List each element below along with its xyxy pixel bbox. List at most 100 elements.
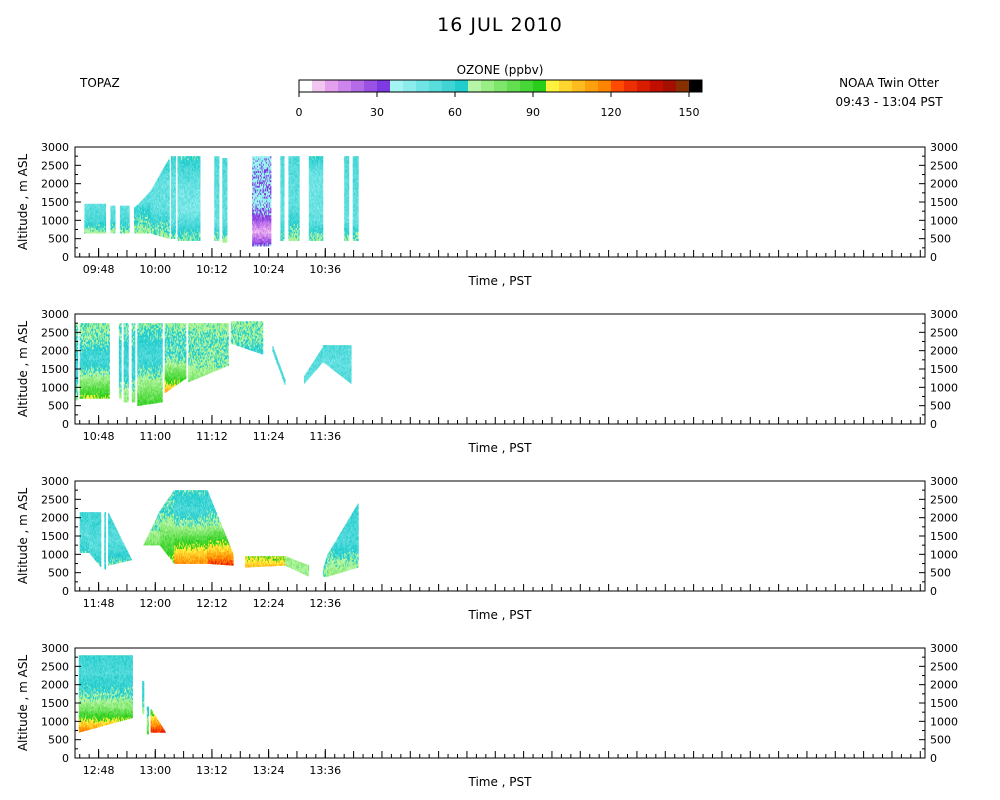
ozone-cell <box>169 211 170 213</box>
ozone-cell <box>226 233 227 235</box>
colorbar-swatch <box>637 80 650 92</box>
curtain-data <box>84 156 358 246</box>
ozone-cell <box>226 200 227 202</box>
ozone-cell <box>175 211 176 213</box>
ozone-cell <box>218 228 219 230</box>
colorbar-swatch <box>559 80 572 92</box>
colorbar-swatch <box>585 80 598 92</box>
ozone-cell <box>175 167 176 169</box>
ozone-cell <box>105 228 106 230</box>
ozone-cell <box>199 156 200 158</box>
ozone-cell <box>218 233 219 235</box>
ozone-cell <box>175 233 176 235</box>
ozone-cell <box>218 167 219 169</box>
colorbar-swatch <box>299 80 312 92</box>
ozone-cell <box>199 184 200 186</box>
colorbar-swatch <box>676 80 689 92</box>
colorbar-swatch <box>494 80 507 92</box>
ozone-cell <box>129 217 130 219</box>
ozone-cell <box>129 206 130 208</box>
colorbar-swatch <box>416 80 429 92</box>
ozone-cell <box>175 217 176 219</box>
ozone-cell <box>226 228 227 230</box>
colorbar-swatch <box>650 80 663 92</box>
ozone-cell <box>226 211 227 213</box>
ozone-cell <box>226 167 227 169</box>
ozone-cell <box>226 217 227 219</box>
colorbar-swatch <box>611 80 624 92</box>
curtain-segment <box>134 204 139 233</box>
colorbar-swatch <box>403 80 416 92</box>
ozone-cell <box>169 217 170 219</box>
ozone-cell <box>226 206 227 208</box>
ozone-cell <box>175 156 176 158</box>
ozone-cell <box>226 222 227 224</box>
curtain-segment <box>252 156 271 246</box>
ozone-cell <box>199 239 200 241</box>
ozone-cell <box>169 195 170 197</box>
curtain-segment <box>222 158 227 243</box>
ozone-cell <box>169 228 170 230</box>
ozone-cell <box>226 239 227 241</box>
colorbar-swatch <box>572 80 585 92</box>
ozone-cell <box>175 184 176 186</box>
ozone-curtain-figure: 0 30 60 90 120 150 0 0500 5001000 10001500 150020… <box>0 0 1000 800</box>
ozone-cell <box>115 222 116 224</box>
ozone-cell <box>169 184 170 186</box>
ozone-cell <box>226 184 227 186</box>
ozone-cell <box>218 195 219 197</box>
colorbar-swatch <box>624 80 637 92</box>
curtain-segment <box>214 156 219 241</box>
colorbar-tick-label: 0 <box>296 106 303 119</box>
ozone-cell <box>129 211 130 213</box>
curtain-segment <box>84 204 106 234</box>
ozone-cell <box>218 222 219 224</box>
colorbar-swatch <box>351 80 364 92</box>
ozone-cell <box>169 159 170 160</box>
ozone-cell <box>199 222 200 224</box>
colorbar-tick-label: 150 <box>679 106 700 119</box>
ozone-cell <box>105 222 106 224</box>
colorbar-swatch <box>364 80 377 92</box>
colorbar: 0 30 60 90 120 150 <box>296 80 703 119</box>
ozone-cell <box>169 200 170 202</box>
ozone-cell <box>218 162 219 164</box>
colorbar-swatch <box>546 80 559 92</box>
ozone-cell <box>175 200 176 202</box>
ozone-cell <box>115 206 116 208</box>
colorbar-tick-label: 30 <box>370 106 384 119</box>
ozone-cell <box>175 189 176 191</box>
ozone-cell <box>115 211 116 213</box>
colorbar-swatch <box>468 80 481 92</box>
curtain-segment <box>171 156 176 239</box>
ozone-cell <box>105 211 106 213</box>
ozone-cell <box>199 167 200 169</box>
ozone-cell <box>226 173 227 175</box>
colorbar-swatch <box>325 80 338 92</box>
ozone-cell <box>175 162 176 164</box>
ozone-cell <box>129 222 130 224</box>
ozone-cell <box>105 204 106 206</box>
colorbar-swatch <box>598 80 611 92</box>
ozone-cell <box>169 173 170 175</box>
curtain-segment <box>178 156 201 241</box>
colorbar-tick-label: 60 <box>448 106 462 119</box>
curtain-segment <box>151 159 170 239</box>
ozone-cell <box>226 158 227 160</box>
ozone-cell <box>175 228 176 230</box>
colorbar-swatch <box>663 80 676 92</box>
ozone-cell <box>218 206 219 208</box>
colorbar-tick-label: 90 <box>526 106 540 119</box>
ozone-cell <box>169 178 170 180</box>
ozone-cell <box>169 167 170 169</box>
colorbar-swatch <box>390 80 403 92</box>
colorbar-swatch <box>455 80 468 92</box>
ozone-cell <box>175 178 176 180</box>
colorbar-tick-label: 120 <box>601 106 622 119</box>
ozone-cell <box>218 178 219 180</box>
colorbar-swatch <box>481 80 494 92</box>
ozone-cell <box>218 239 219 241</box>
colorbar-swatch <box>689 80 702 92</box>
